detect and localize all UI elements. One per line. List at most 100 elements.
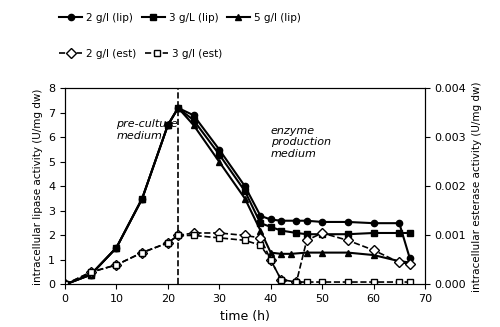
3 g/L (lip) — [319, 232, 325, 236]
2 g/l (est) — [294, 280, 300, 284]
2 g/l (lip) — [268, 217, 274, 221]
2 g/l (est) — [216, 231, 222, 235]
2 g/l (est) — [62, 283, 68, 286]
2 g/l (est) — [190, 231, 196, 235]
2 g/l (lip) — [406, 256, 412, 260]
5 g/l (lip) — [139, 197, 145, 200]
2 g/l (est) — [406, 262, 412, 266]
5 g/l (lip) — [288, 252, 294, 256]
3 g/L (lip) — [268, 225, 274, 229]
3 g/l (est) — [345, 280, 351, 284]
5 g/l (lip) — [278, 252, 284, 256]
3 g/l (est) — [278, 278, 284, 282]
Line: 2 g/l (lip): 2 g/l (lip) — [62, 105, 412, 288]
5 g/l (lip) — [258, 229, 264, 232]
3 g/L (lip) — [294, 231, 300, 235]
2 g/l (lip) — [165, 123, 171, 127]
Line: 2 g/l (est): 2 g/l (est) — [62, 230, 413, 288]
3 g/L (lip) — [258, 221, 264, 225]
5 g/l (lip) — [319, 250, 325, 254]
3 g/L (lip) — [278, 229, 284, 232]
3 g/l (est) — [370, 280, 376, 284]
5 g/l (lip) — [165, 123, 171, 127]
3 g/l (est) — [216, 236, 222, 240]
2 g/l (est) — [345, 238, 351, 242]
Text: enzyme
production
medium: enzyme production medium — [270, 126, 330, 159]
3 g/l (est) — [396, 280, 402, 284]
2 g/l (est) — [258, 236, 264, 240]
Y-axis label: intracellular lipase activity (U/mg dw): intracellular lipase activity (U/mg dw) — [32, 88, 42, 284]
2 g/l (lip) — [370, 221, 376, 225]
2 g/l (est) — [278, 278, 284, 282]
5 g/l (lip) — [370, 253, 376, 257]
3 g/L (lip) — [370, 231, 376, 235]
5 g/l (lip) — [345, 250, 351, 254]
3 g/L (lip) — [88, 273, 94, 277]
5 g/l (lip) — [304, 250, 310, 254]
3 g/l (est) — [139, 250, 145, 254]
3 g/L (lip) — [114, 246, 119, 250]
5 g/l (lip) — [268, 250, 274, 254]
3 g/L (lip) — [216, 152, 222, 156]
5 g/l (lip) — [216, 160, 222, 164]
5 g/l (lip) — [242, 197, 248, 200]
3 g/L (lip) — [139, 197, 145, 200]
2 g/l (est) — [268, 258, 274, 262]
X-axis label: time (h): time (h) — [220, 310, 270, 323]
2 g/l (lip) — [242, 184, 248, 188]
2 g/l (lip) — [190, 113, 196, 117]
3 g/l (est) — [88, 270, 94, 274]
3 g/l (est) — [319, 280, 325, 284]
Line: 3 g/l (est): 3 g/l (est) — [62, 232, 413, 288]
3 g/l (est) — [294, 280, 300, 284]
2 g/l (est) — [396, 260, 402, 264]
2 g/l (est) — [319, 231, 325, 235]
Text: pre-culture
medium: pre-culture medium — [116, 119, 178, 141]
5 g/l (lip) — [62, 283, 68, 286]
2 g/l (lip) — [114, 246, 119, 250]
2 g/l (lip) — [304, 219, 310, 223]
3 g/l (est) — [165, 241, 171, 245]
2 g/l (est) — [370, 248, 376, 252]
2 g/l (est) — [242, 233, 248, 237]
2 g/l (lip) — [278, 219, 284, 223]
3 g/L (lip) — [304, 232, 310, 236]
2 g/l (lip) — [139, 197, 145, 200]
2 g/l (lip) — [345, 220, 351, 224]
3 g/l (est) — [114, 263, 119, 267]
5 g/l (lip) — [396, 259, 402, 263]
3 g/l (est) — [268, 258, 274, 262]
2 g/l (est) — [114, 263, 119, 267]
3 g/L (lip) — [175, 106, 181, 110]
3 g/L (lip) — [345, 232, 351, 236]
3 g/l (est) — [304, 280, 310, 284]
3 g/L (lip) — [406, 231, 412, 235]
Line: 3 g/L (lip): 3 g/L (lip) — [62, 105, 412, 288]
2 g/l (lip) — [88, 273, 94, 277]
3 g/l (est) — [258, 243, 264, 247]
Legend: 2 g/l (lip), 3 g/L (lip), 5 g/l (lip): 2 g/l (lip), 3 g/L (lip), 5 g/l (lip) — [55, 9, 305, 27]
2 g/l (lip) — [258, 214, 264, 218]
2 g/l (lip) — [216, 147, 222, 151]
3 g/L (lip) — [165, 123, 171, 127]
2 g/l (lip) — [319, 220, 325, 224]
2 g/l (est) — [165, 241, 171, 245]
5 g/l (lip) — [190, 123, 196, 127]
2 g/l (est) — [88, 270, 94, 274]
2 g/l (est) — [304, 238, 310, 242]
3 g/l (est) — [406, 280, 412, 284]
5 g/l (lip) — [406, 260, 412, 264]
3 g/L (lip) — [62, 283, 68, 286]
3 g/L (lip) — [242, 189, 248, 193]
Legend: 2 g/l (est), 3 g/l (est): 2 g/l (est), 3 g/l (est) — [55, 44, 226, 63]
2 g/l (lip) — [294, 219, 300, 223]
3 g/l (est) — [190, 233, 196, 237]
5 g/l (lip) — [114, 246, 119, 250]
2 g/l (est) — [175, 233, 181, 237]
3 g/l (est) — [175, 233, 181, 237]
5 g/l (lip) — [175, 106, 181, 110]
3 g/l (est) — [242, 238, 248, 242]
3 g/L (lip) — [396, 231, 402, 235]
Line: 5 g/l (lip): 5 g/l (lip) — [62, 104, 413, 288]
2 g/l (lip) — [175, 106, 181, 110]
